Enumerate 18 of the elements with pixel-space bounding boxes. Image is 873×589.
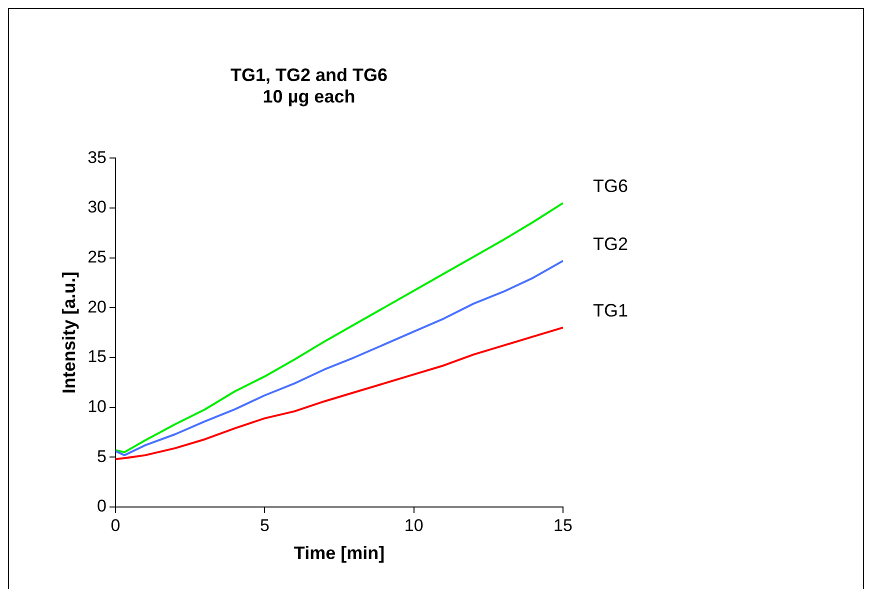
series-label: TG1 [593, 300, 628, 321]
y-tick-label: 35 [88, 148, 107, 167]
y-tick-label: 5 [97, 446, 107, 466]
y-axis-title: Intensity [a.u.] [58, 272, 79, 394]
series-label: TG6 [593, 176, 628, 196]
y-tick-label: 0 [97, 496, 107, 516]
series-label: TG2 [593, 234, 628, 254]
y-tick-label: 25 [88, 248, 107, 267]
x-tick-label: 5 [260, 516, 270, 535]
y-tick-label: 15 [88, 347, 107, 366]
x-tick-label: 0 [110, 516, 120, 535]
chart-title: TG1, TG2 and TG6 10 µg each [230, 64, 388, 106]
x-tick-label: 15 [554, 516, 572, 535]
y-tick-label: 10 [88, 397, 107, 416]
x-axis-title: Time [min] [294, 543, 385, 564]
y-tick-label: 30 [88, 198, 107, 217]
y-tick-label: 20 [88, 297, 107, 316]
x-tick-label: 10 [404, 516, 424, 535]
